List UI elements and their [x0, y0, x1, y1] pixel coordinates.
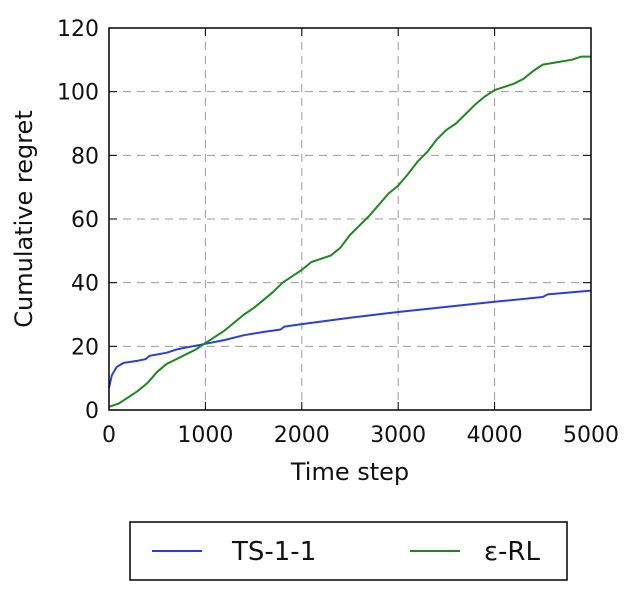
tick-labels: 0 1000 2000 3000 4000 5000 0 20 40 60 80 100 120	[57, 17, 619, 448]
y-tick-label: 80	[71, 144, 99, 169]
x-tick-label: 2000	[274, 423, 330, 448]
x-tick-label: 1000	[177, 423, 233, 448]
series-layer	[108, 55, 592, 408]
y-tick-label: 20	[71, 335, 99, 360]
x-tick-label: 3000	[370, 423, 426, 448]
legend-box	[129, 521, 568, 581]
x-tick-label: 4000	[467, 423, 523, 448]
x-tick-label: 0	[102, 423, 116, 448]
x-axis-title: Time step	[290, 458, 409, 486]
y-tick-label: 120	[57, 17, 99, 42]
y-tick-label: 100	[57, 81, 99, 106]
legend-label-ts-1-1: TS-1-1	[231, 537, 316, 567]
y-tick-label: 0	[85, 399, 99, 424]
y-tick-label: 40	[71, 272, 99, 297]
y-axis-title: Cumulative regret	[10, 110, 38, 327]
series-line-ts-1-1	[108, 289, 592, 388]
legend: TS-1-1 ε-RL	[129, 521, 568, 581]
grid	[109, 28, 591, 410]
y-tick-label: 60	[71, 208, 99, 233]
ticks	[108, 27, 592, 411]
series-line-e-rl	[108, 55, 591, 408]
legend-label-e-rl: ε-RL	[484, 537, 541, 567]
x-tick-label: 5000	[563, 423, 619, 448]
